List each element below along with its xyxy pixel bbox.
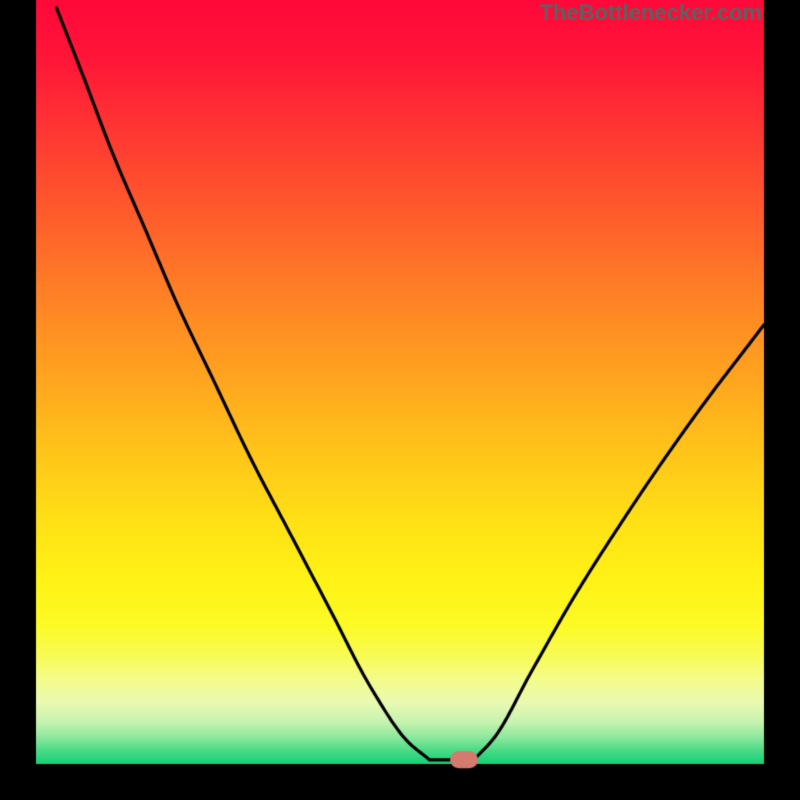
watermark-label: TheBottlenecker.com	[539, 0, 762, 26]
bottleneck-v-curve-chart	[0, 0, 800, 800]
chart-stage: TheBottlenecker.com	[0, 0, 800, 800]
